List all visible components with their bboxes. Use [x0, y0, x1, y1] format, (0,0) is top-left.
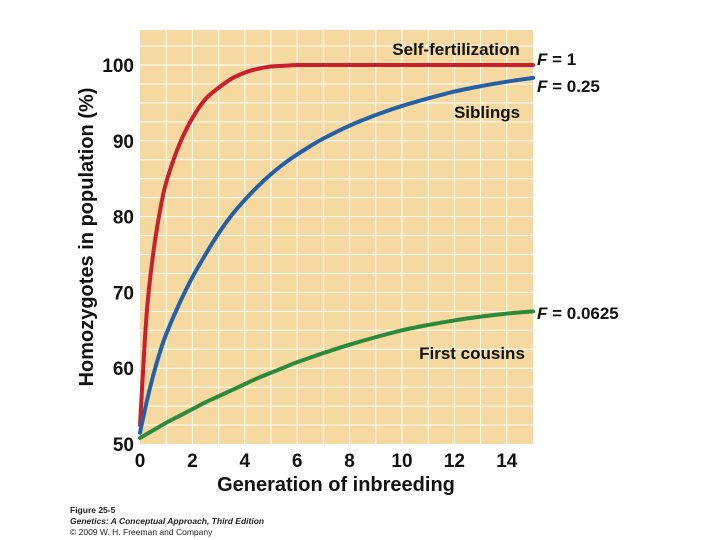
- self-fertilization-line: [138, 62, 535, 428]
- self-fertilization-annotation: Self-fertilization: [392, 40, 520, 59]
- y-tick-label: 80: [113, 208, 134, 229]
- x-tick-label: 12: [444, 451, 465, 472]
- y-tick-label: 90: [113, 132, 134, 153]
- book-title: Genetics: A Conceptual Approach, Third E…: [70, 516, 264, 527]
- x-axis-label: Generation of inbreeding: [217, 474, 455, 496]
- first-cousins-line: [138, 309, 535, 440]
- y-tick-label: 50: [113, 435, 134, 456]
- book-title-text: Genetics: A Conceptual Approach, Third E…: [70, 516, 265, 526]
- x-axis-ticks: 0 2 4 6 8 10 12 14: [135, 451, 518, 472]
- series-annotations: Self-fertilization Siblings First cousins: [392, 40, 525, 363]
- siblings-annotation: Siblings: [454, 103, 520, 122]
- first-cousins-f-label: F = 0.0625: [537, 304, 619, 323]
- series-lines: [138, 62, 535, 440]
- x-tick-label: 14: [496, 451, 518, 472]
- copyright: © 2009 W. H. Freeman and Company: [70, 527, 213, 537]
- plot-background: [140, 30, 533, 444]
- y-tick-label: 70: [113, 283, 134, 304]
- x-tick-label: 0: [135, 451, 146, 472]
- figure-caption: Figure 25-5 Genetics: A Conceptual Appro…: [70, 505, 264, 538]
- siblings-f-label: F = 0.25: [537, 77, 600, 96]
- y-tick-label: 60: [113, 359, 134, 380]
- x-tick-label: 2: [187, 451, 198, 472]
- self-fertilization-f-label: F = 1: [537, 50, 576, 69]
- y-tick-label: 100: [102, 56, 134, 77]
- x-tick-label: 8: [344, 451, 355, 472]
- grid: [140, 30, 533, 444]
- x-tick-label: 4: [240, 451, 251, 472]
- x-tick-label: 10: [391, 451, 412, 472]
- figure-number: Figure 25-5: [70, 505, 116, 515]
- first-cousins-annotation: First cousins: [419, 344, 525, 363]
- siblings-line: [138, 75, 535, 435]
- y-axis-label: Homozygotes in population (%): [76, 88, 98, 387]
- y-axis-ticks: 50 60 70 80 90 100: [102, 56, 134, 456]
- x-tick-label: 6: [292, 451, 303, 472]
- f-value-labels: F = 1 F = 0.25 F = 0.0625: [537, 50, 619, 323]
